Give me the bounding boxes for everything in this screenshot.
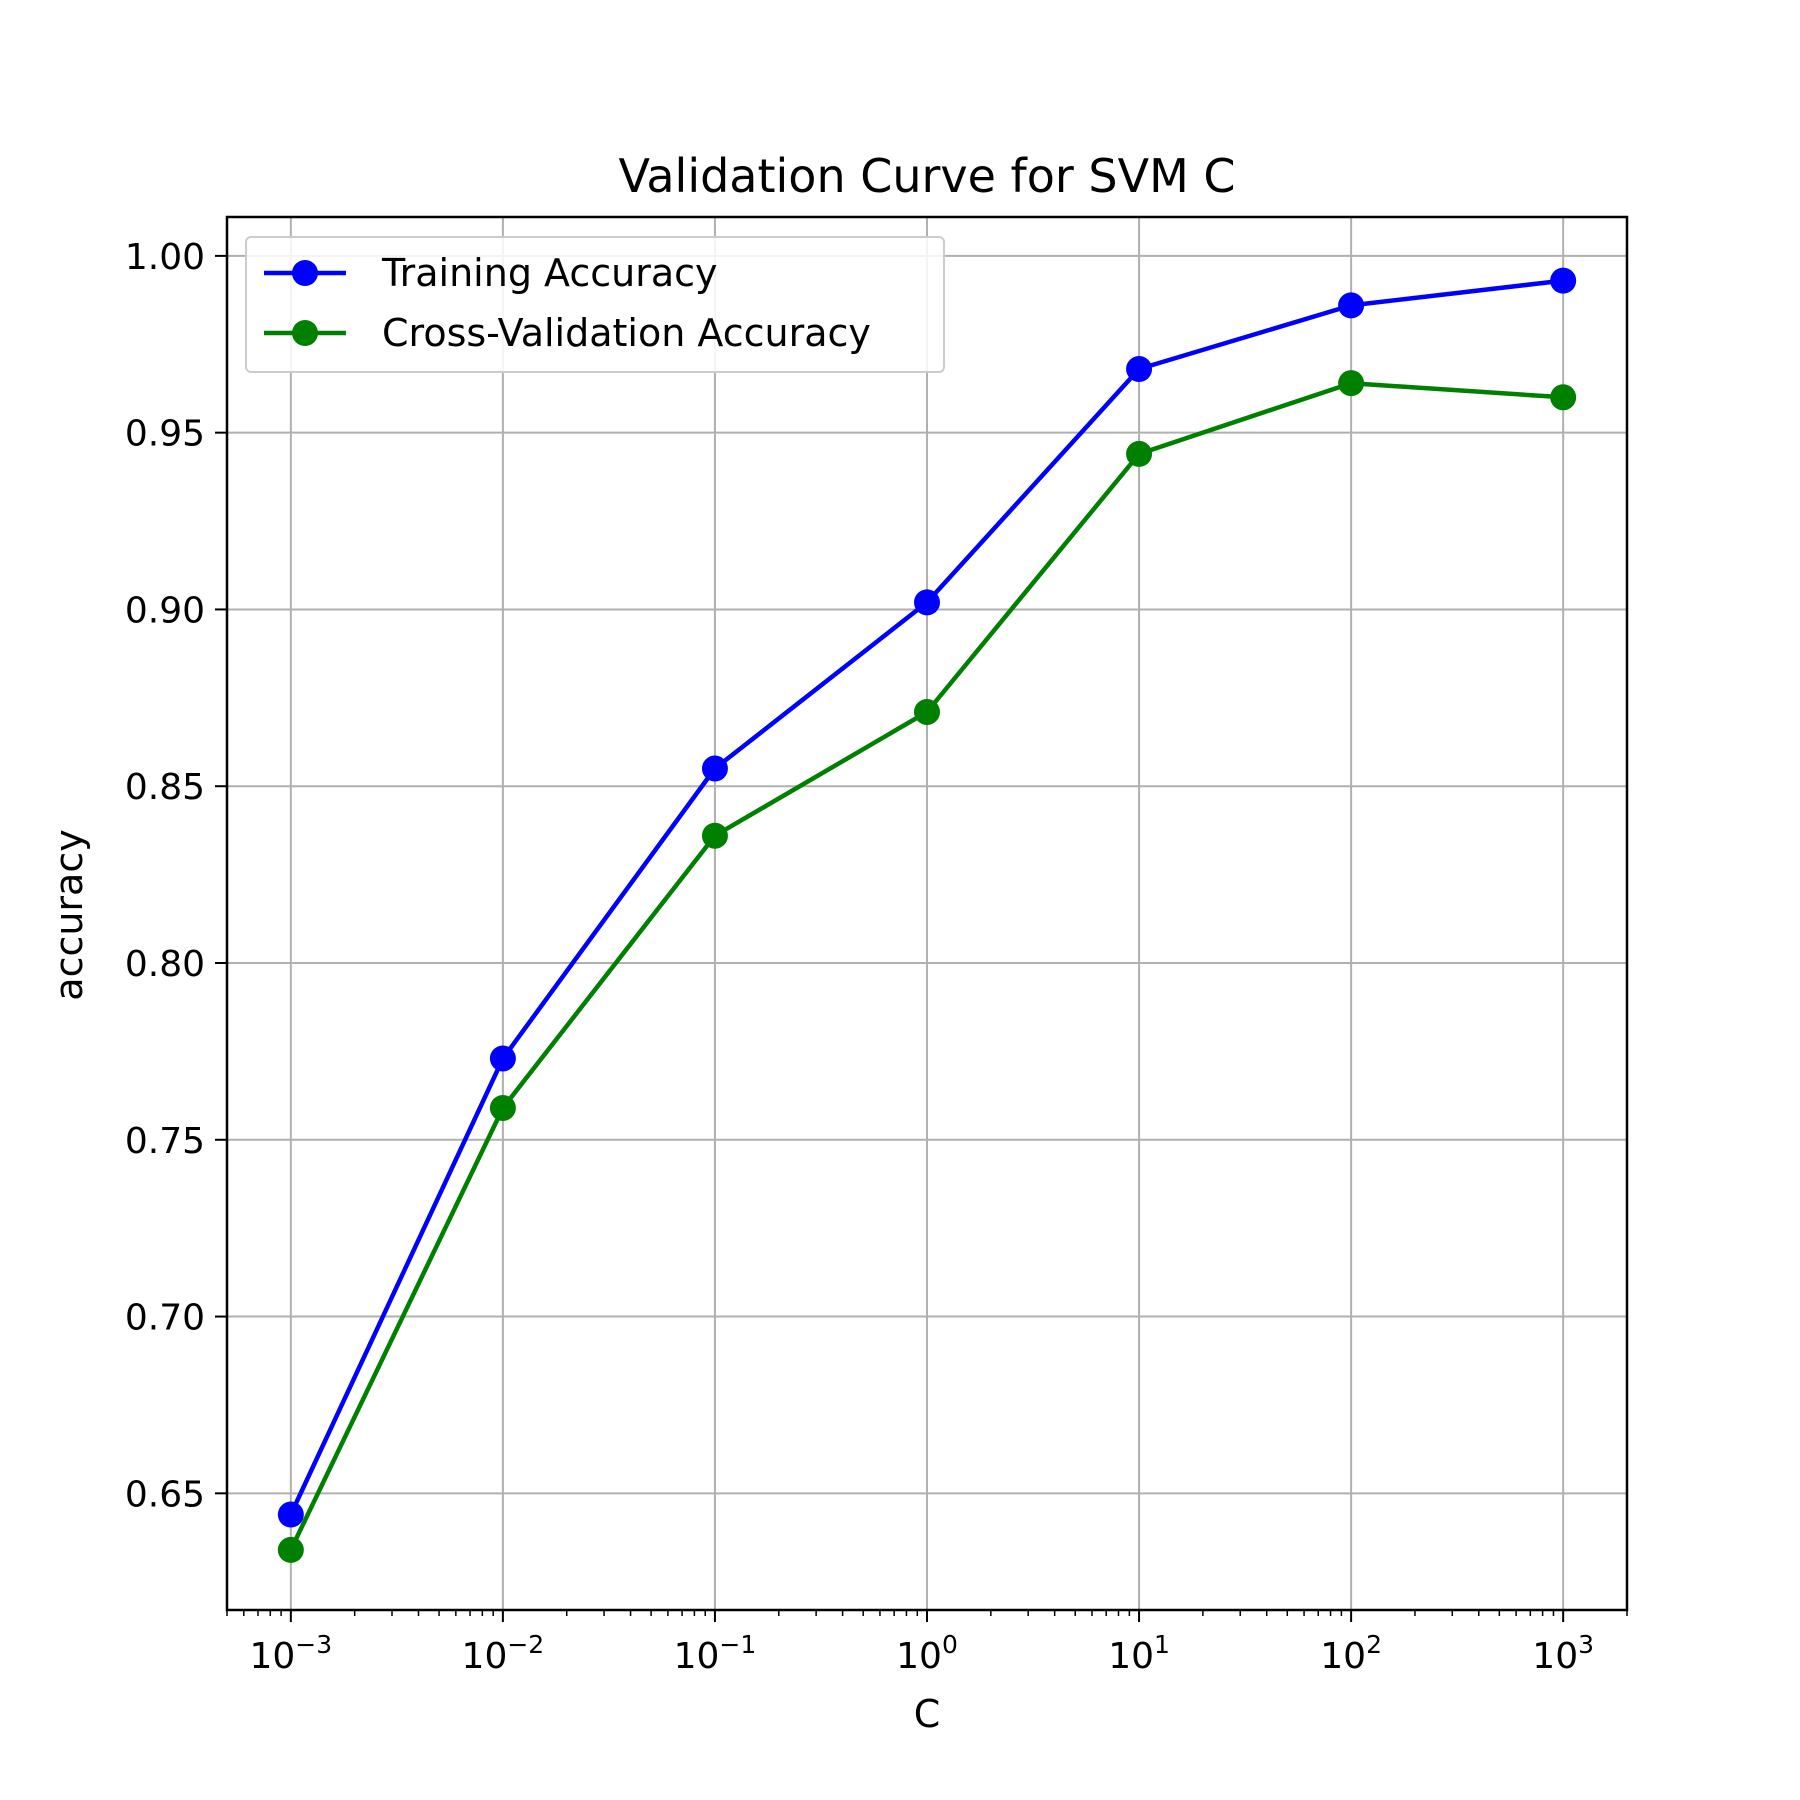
x-tick-base: 10 <box>1108 1636 1154 1677</box>
data-point <box>277 1536 304 1563</box>
y-tick-label: 0.80 <box>125 944 205 985</box>
x-tick-label: 100 <box>896 1630 958 1677</box>
x-tick-exponent: 2 <box>1366 1630 1382 1659</box>
data-point <box>914 698 940 725</box>
x-tick-label: 103 <box>1532 1630 1594 1677</box>
data-point <box>277 1501 304 1528</box>
x-tick-label: 10−3 <box>249 1630 332 1677</box>
data-point <box>1338 292 1365 319</box>
x-tick-exponent: −2 <box>507 1630 544 1659</box>
x-tick-exponent: 0 <box>942 1630 958 1659</box>
legend-label: Training Accuracy <box>381 251 718 295</box>
ticks: 10−3 10−2 10−1 100 101 102 1030.650.700.750.80… <box>125 237 1628 1677</box>
y-tick-label: 1.00 <box>125 237 205 278</box>
legend-marker <box>292 260 318 286</box>
x-tick-base: 10 <box>674 1636 720 1677</box>
data-point <box>914 589 940 616</box>
y-tick-label: 0.65 <box>125 1474 205 1515</box>
y-tick-label: 0.70 <box>125 1298 205 1339</box>
y-axis-label: accuracy <box>47 829 91 1000</box>
x-tick-label: 101 <box>1108 1630 1170 1677</box>
data-point <box>1550 384 1577 411</box>
chart-title: Validation Curve for SVM C <box>618 149 1235 203</box>
y-tick-label: 0.75 <box>125 1121 205 1162</box>
x-tick-base: 10 <box>462 1636 508 1677</box>
data-point <box>489 1045 516 1072</box>
x-tick-label: 10−1 <box>674 1630 757 1677</box>
x-tick-base: 10 <box>249 1636 295 1677</box>
series-layer <box>277 267 1577 1563</box>
x-tick-base: 10 <box>896 1636 942 1677</box>
legend-label: Cross-Validation Accuracy <box>382 311 871 355</box>
data-point <box>489 1094 516 1121</box>
data-point <box>1338 370 1365 397</box>
y-tick-label: 0.95 <box>125 414 205 455</box>
x-axis-label: C <box>914 1692 941 1736</box>
data-point <box>701 822 728 849</box>
x-tick-exponent: −1 <box>719 1630 756 1659</box>
legend-frame <box>245 236 945 373</box>
x-tick-label: 102 <box>1320 1630 1382 1677</box>
x-tick-base: 10 <box>1532 1636 1578 1677</box>
x-tick-exponent: 3 <box>1578 1630 1594 1659</box>
data-point <box>1550 267 1577 294</box>
data-point <box>701 755 728 782</box>
y-tick-label: 0.85 <box>125 767 205 808</box>
data-point <box>1126 356 1153 383</box>
legend-marker <box>292 320 318 346</box>
x-tick-exponent: 1 <box>1154 1630 1170 1659</box>
data-point <box>1126 440 1153 467</box>
legend: Training Accuracy Cross-Validation Accura… <box>245 236 945 373</box>
x-tick-base: 10 <box>1320 1636 1366 1677</box>
x-tick-exponent: −3 <box>295 1630 332 1659</box>
y-tick-label: 0.90 <box>125 590 205 631</box>
x-tick-label: 10−2 <box>462 1630 545 1677</box>
